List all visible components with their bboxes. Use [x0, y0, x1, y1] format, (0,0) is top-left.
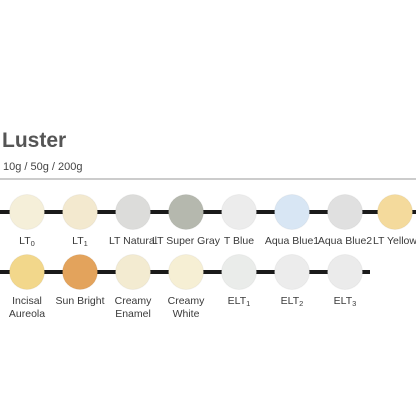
label-text: LT Yellow — [373, 235, 416, 247]
swatch-label: LT Yellow — [373, 235, 416, 247]
swatch-label: Aqua Blue2 — [318, 235, 372, 247]
swatch — [221, 254, 257, 290]
label-text: ELT — [281, 295, 300, 307]
swatch-label: ELT1 — [228, 295, 251, 308]
swatch-label: White — [173, 308, 200, 320]
swatch-label: LT1 — [72, 235, 88, 248]
swatch — [115, 254, 151, 290]
label-text: White — [173, 308, 200, 320]
swatch — [9, 254, 45, 290]
swatch-label: LT Super Gray — [152, 235, 221, 247]
label-text: LT — [19, 235, 31, 247]
label-text: Aqua Blue1 — [265, 235, 319, 247]
swatch-label: Creamy — [168, 295, 206, 307]
swatch — [62, 254, 98, 290]
swatch — [168, 254, 204, 290]
label-text: Sun Bright — [55, 295, 104, 307]
title: Luster — [2, 129, 66, 152]
label-subscript: 1 — [246, 299, 250, 308]
label-text: Incisal — [12, 295, 42, 307]
swatch-label: T Blue — [224, 235, 254, 247]
label-text: Aqua Blue2 — [318, 235, 372, 247]
swatch — [221, 194, 257, 230]
label-text: Enamel — [115, 308, 151, 320]
label-text: ELT — [334, 295, 353, 307]
swatch-label: Creamy — [115, 295, 153, 307]
swatch — [115, 194, 151, 230]
swatch-label: Aureola — [9, 308, 45, 320]
swatch — [274, 254, 310, 290]
swatch-label: LT0 — [19, 235, 35, 248]
label-text: Creamy — [115, 295, 153, 307]
label-text: LT — [72, 235, 84, 247]
swatch — [327, 194, 363, 230]
label-text: T Blue — [224, 235, 254, 247]
swatch-label: ELT2 — [281, 295, 304, 308]
swatch — [62, 194, 98, 230]
label-subscript: 2 — [299, 299, 303, 308]
swatch — [274, 194, 310, 230]
label-subscript: 3 — [352, 299, 356, 308]
label-text: LT Natural — [109, 235, 157, 247]
label-subscript: 0 — [31, 239, 35, 248]
swatch-label: Sun Bright — [55, 295, 104, 307]
swatch-label: Enamel — [115, 308, 151, 320]
subtitle: 10g / 50g / 200g — [3, 161, 83, 173]
swatch-label: Aqua Blue1 — [265, 235, 319, 247]
swatch-label: LT Natural — [109, 235, 157, 247]
label-text: Creamy — [168, 295, 206, 307]
swatch — [168, 194, 204, 230]
swatch-label: Incisal — [12, 295, 42, 307]
swatch — [9, 194, 45, 230]
swatch — [327, 254, 363, 290]
swatch-label: ELT3 — [334, 295, 357, 308]
label-text: ELT — [228, 295, 247, 307]
swatch — [377, 194, 413, 230]
label-text: LT Super Gray — [152, 235, 221, 247]
label-text: Aureola — [9, 308, 45, 320]
label-subscript: 1 — [84, 239, 88, 248]
